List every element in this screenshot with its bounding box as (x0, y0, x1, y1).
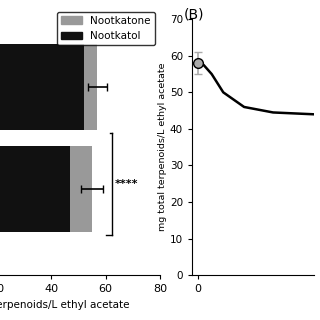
Text: (B): (B) (184, 8, 204, 22)
X-axis label: mg terpenoids/L ethyl acetate: mg terpenoids/L ethyl acetate (0, 300, 130, 310)
Y-axis label: mg total terpenoids/L ethyl acetate: mg total terpenoids/L ethyl acetate (158, 63, 167, 231)
Bar (70, 146, 92, 232)
Bar (0, 44, 84, 130)
Bar (84, 44, 97, 130)
Text: ****: **** (115, 179, 138, 189)
Legend: Nootkatone, Nootkatol: Nootkatone, Nootkatol (57, 12, 155, 45)
Bar (0, 146, 70, 232)
